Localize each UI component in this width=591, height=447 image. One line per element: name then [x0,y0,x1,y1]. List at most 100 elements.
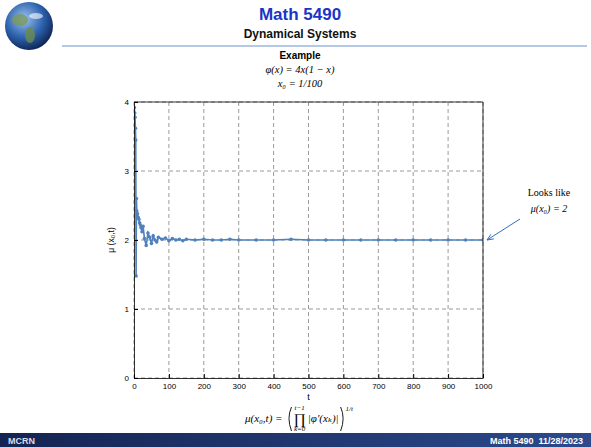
y-tick-label: 4 [125,98,130,107]
formula-body: |φ′(xₖ)| [308,412,339,425]
data-point [254,238,258,242]
y-tick-mark [134,171,138,172]
x-tick-label: 600 [337,382,351,391]
data-point [211,238,215,242]
y-tick: 2 [125,236,138,245]
data-point [377,238,381,242]
annotation-text: Looks like [528,187,571,198]
x-tick-label: 200 [198,382,212,391]
data-point [137,218,141,222]
x-tick-label: 0 [132,382,137,391]
x-tick-mark [378,374,379,378]
x-tick-mark [169,374,170,378]
y-grid-line [134,102,483,103]
x-tick-mark [274,374,275,378]
data-point [307,238,311,242]
data-point [272,238,276,242]
data-point [148,235,152,239]
x-tick-mark [239,374,240,378]
slide-title: Math 5490 [259,5,341,24]
formula-exponent: 1/t [346,405,354,413]
x-tick-mark [483,374,484,378]
data-point [228,238,232,242]
x-tick-label: 100 [163,382,177,391]
background [0,0,591,447]
x-tick-label: 700 [372,382,386,391]
x-tick: 400 [267,374,281,391]
data-point [193,238,197,242]
data-point [171,237,175,241]
data-point [146,231,150,235]
formula-upper: t−1 [295,404,305,412]
y-tick-mark [134,378,138,379]
data-point [359,238,363,242]
footer-logo: MCRN [8,436,35,446]
data-point [178,238,182,242]
x-tick-label: 300 [233,382,247,391]
data-point [185,238,189,242]
plot-frame [483,102,484,378]
y-grid-line [134,171,483,172]
x-tick-label: 400 [267,382,281,391]
y-tick-label: 1 [125,305,130,314]
footer: MCRN Math 5490 11/28/2023 [0,433,591,447]
x-tick: 200 [198,374,212,391]
x-tick-mark [448,374,449,378]
data-point [394,238,398,242]
y-axis-title: μ (x₀,t) [106,227,116,253]
x-tick: 100 [163,374,177,391]
y-tick: 3 [125,167,138,176]
annotation-arrow [487,219,520,240]
y-tick-mark [134,102,138,103]
data-point [464,238,468,242]
x-axis: 01002003004005006007008009001000 [132,374,493,391]
x-tick: 600 [337,374,351,391]
x-tick: 300 [233,374,247,391]
x-tick-mark [413,374,414,378]
data-point [143,237,147,241]
formula-lower: k=0 [294,425,306,433]
data-point [181,239,185,243]
data-point [446,238,450,242]
data-point [141,224,145,228]
formula-lhs: μ(x₀,t) = [244,412,283,425]
data-point [429,238,433,242]
x-tick-mark [309,374,310,378]
x-tick: 900 [442,374,456,391]
data-point [237,238,241,242]
data-point [342,238,346,242]
earth-icon [5,2,53,50]
slide: Math 5490Dynamical SystemsExampleφ(x) = … [0,0,591,447]
data-point [202,238,206,242]
formula-paren [341,407,344,431]
data [134,106,483,278]
data-point [160,238,164,242]
data-point [289,238,293,242]
data-point [151,234,155,238]
y-tick: 0 [125,374,138,383]
data-point [157,235,161,239]
earth-land [12,14,28,26]
x-tick-mark [204,374,205,378]
y-tick-label: 2 [125,236,130,245]
data-point [140,230,144,234]
footer-text: Math 5490 11/28/2023 [490,436,583,446]
y-grid-line [134,309,483,310]
grid [134,102,483,378]
data-point [167,239,171,243]
data-point [135,197,139,201]
x-tick: 500 [302,374,316,391]
data-point [155,240,159,244]
annotation-arrowhead [487,234,494,240]
x-tick-mark [343,374,344,378]
data-point [174,238,178,242]
annotation-text: μ(x₀) = 2 [530,203,567,215]
y-tick-label: 3 [125,167,130,176]
x-axis-title: t [307,392,310,402]
x-tick: 800 [407,374,421,391]
x-tick: 700 [372,374,386,391]
y-tick: 1 [125,305,138,314]
map-formula: φ(x) = 4x(1 − x) [266,64,335,76]
data-point [144,244,148,248]
earth-cloud [29,13,43,19]
